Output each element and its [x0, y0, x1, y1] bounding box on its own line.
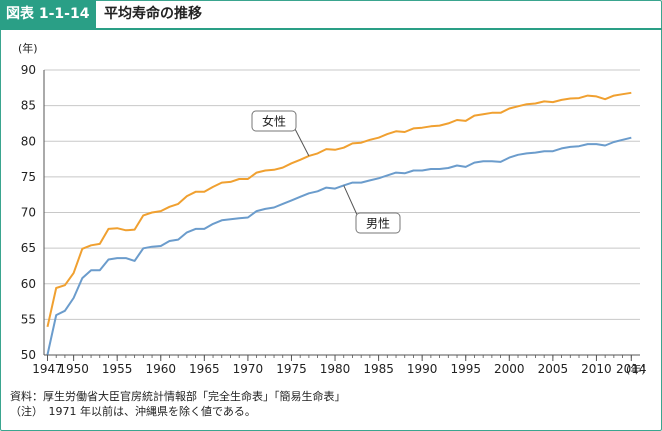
- callout-box: [251, 110, 297, 132]
- x-axis-label: (年): [626, 362, 646, 376]
- callout-box: [355, 212, 401, 234]
- callout-0: 女性: [251, 110, 310, 157]
- figure-label: 図表 1-1-14: [0, 0, 96, 28]
- chart-grid: [44, 69, 640, 320]
- x-tick-label: 1950: [58, 362, 89, 376]
- y-axis-label: (年): [18, 41, 38, 55]
- y-tick-label: 90: [21, 63, 36, 77]
- source-note: 資料：厚生労働省大臣官房統計情報部「完全生命表」「簡易生命表」: [10, 390, 346, 403]
- footnote: （注） 1971 年以前は、沖縄県を除く値である。: [10, 405, 256, 418]
- x-tick-label: 1970: [233, 362, 264, 376]
- x-tick-label: 2000: [494, 362, 525, 376]
- series-line-1: [46, 136, 632, 355]
- y-tick-label: 70: [21, 206, 36, 220]
- y-axis-ticks: 50 55 60 65 70 75 80 85 90: [21, 63, 36, 362]
- y-tick-label: 55: [21, 312, 36, 326]
- callout-1: 男性: [343, 185, 401, 234]
- y-tick-label: 65: [21, 241, 36, 255]
- x-tick-label: 1990: [407, 362, 438, 376]
- figure-header: 図表 1-1-14 平均寿命の推移: [0, 0, 662, 30]
- x-tick-label: 1965: [189, 362, 220, 376]
- series-lines: [46, 91, 632, 355]
- y-tick-label: 85: [21, 99, 36, 113]
- x-tick-label: 2005: [538, 362, 569, 376]
- figure-title: 平均寿命の推移: [104, 6, 202, 22]
- y-tick-label: 80: [21, 134, 36, 148]
- x-tick-label: 1947: [32, 362, 63, 376]
- y-tick-label: 60: [21, 277, 36, 291]
- y-tick-label: 50: [21, 348, 36, 362]
- y-tick-label: 75: [21, 170, 36, 184]
- x-tick-label: 1985: [363, 362, 394, 376]
- callout-leader: [293, 126, 310, 157]
- x-tick-label: 1980: [320, 362, 351, 376]
- notes: 資料：厚生労働省大臣官房統計情報部「完全生命表」「簡易生命表」 （注） 1971…: [10, 389, 346, 419]
- series-label: 男性: [366, 217, 390, 231]
- x-tick-label: 1960: [145, 362, 176, 376]
- x-tick-label: 2010: [581, 362, 612, 376]
- series-label: 女性: [262, 114, 286, 129]
- x-tick-label: 1975: [276, 362, 307, 376]
- header-underline: [0, 28, 662, 30]
- x-tick-label: 1955: [102, 362, 133, 376]
- x-tick-label: 2014: [616, 362, 647, 376]
- callout-leader: [343, 185, 359, 218]
- series-line-0: [46, 91, 632, 328]
- x-tick-label: 1995: [450, 362, 481, 376]
